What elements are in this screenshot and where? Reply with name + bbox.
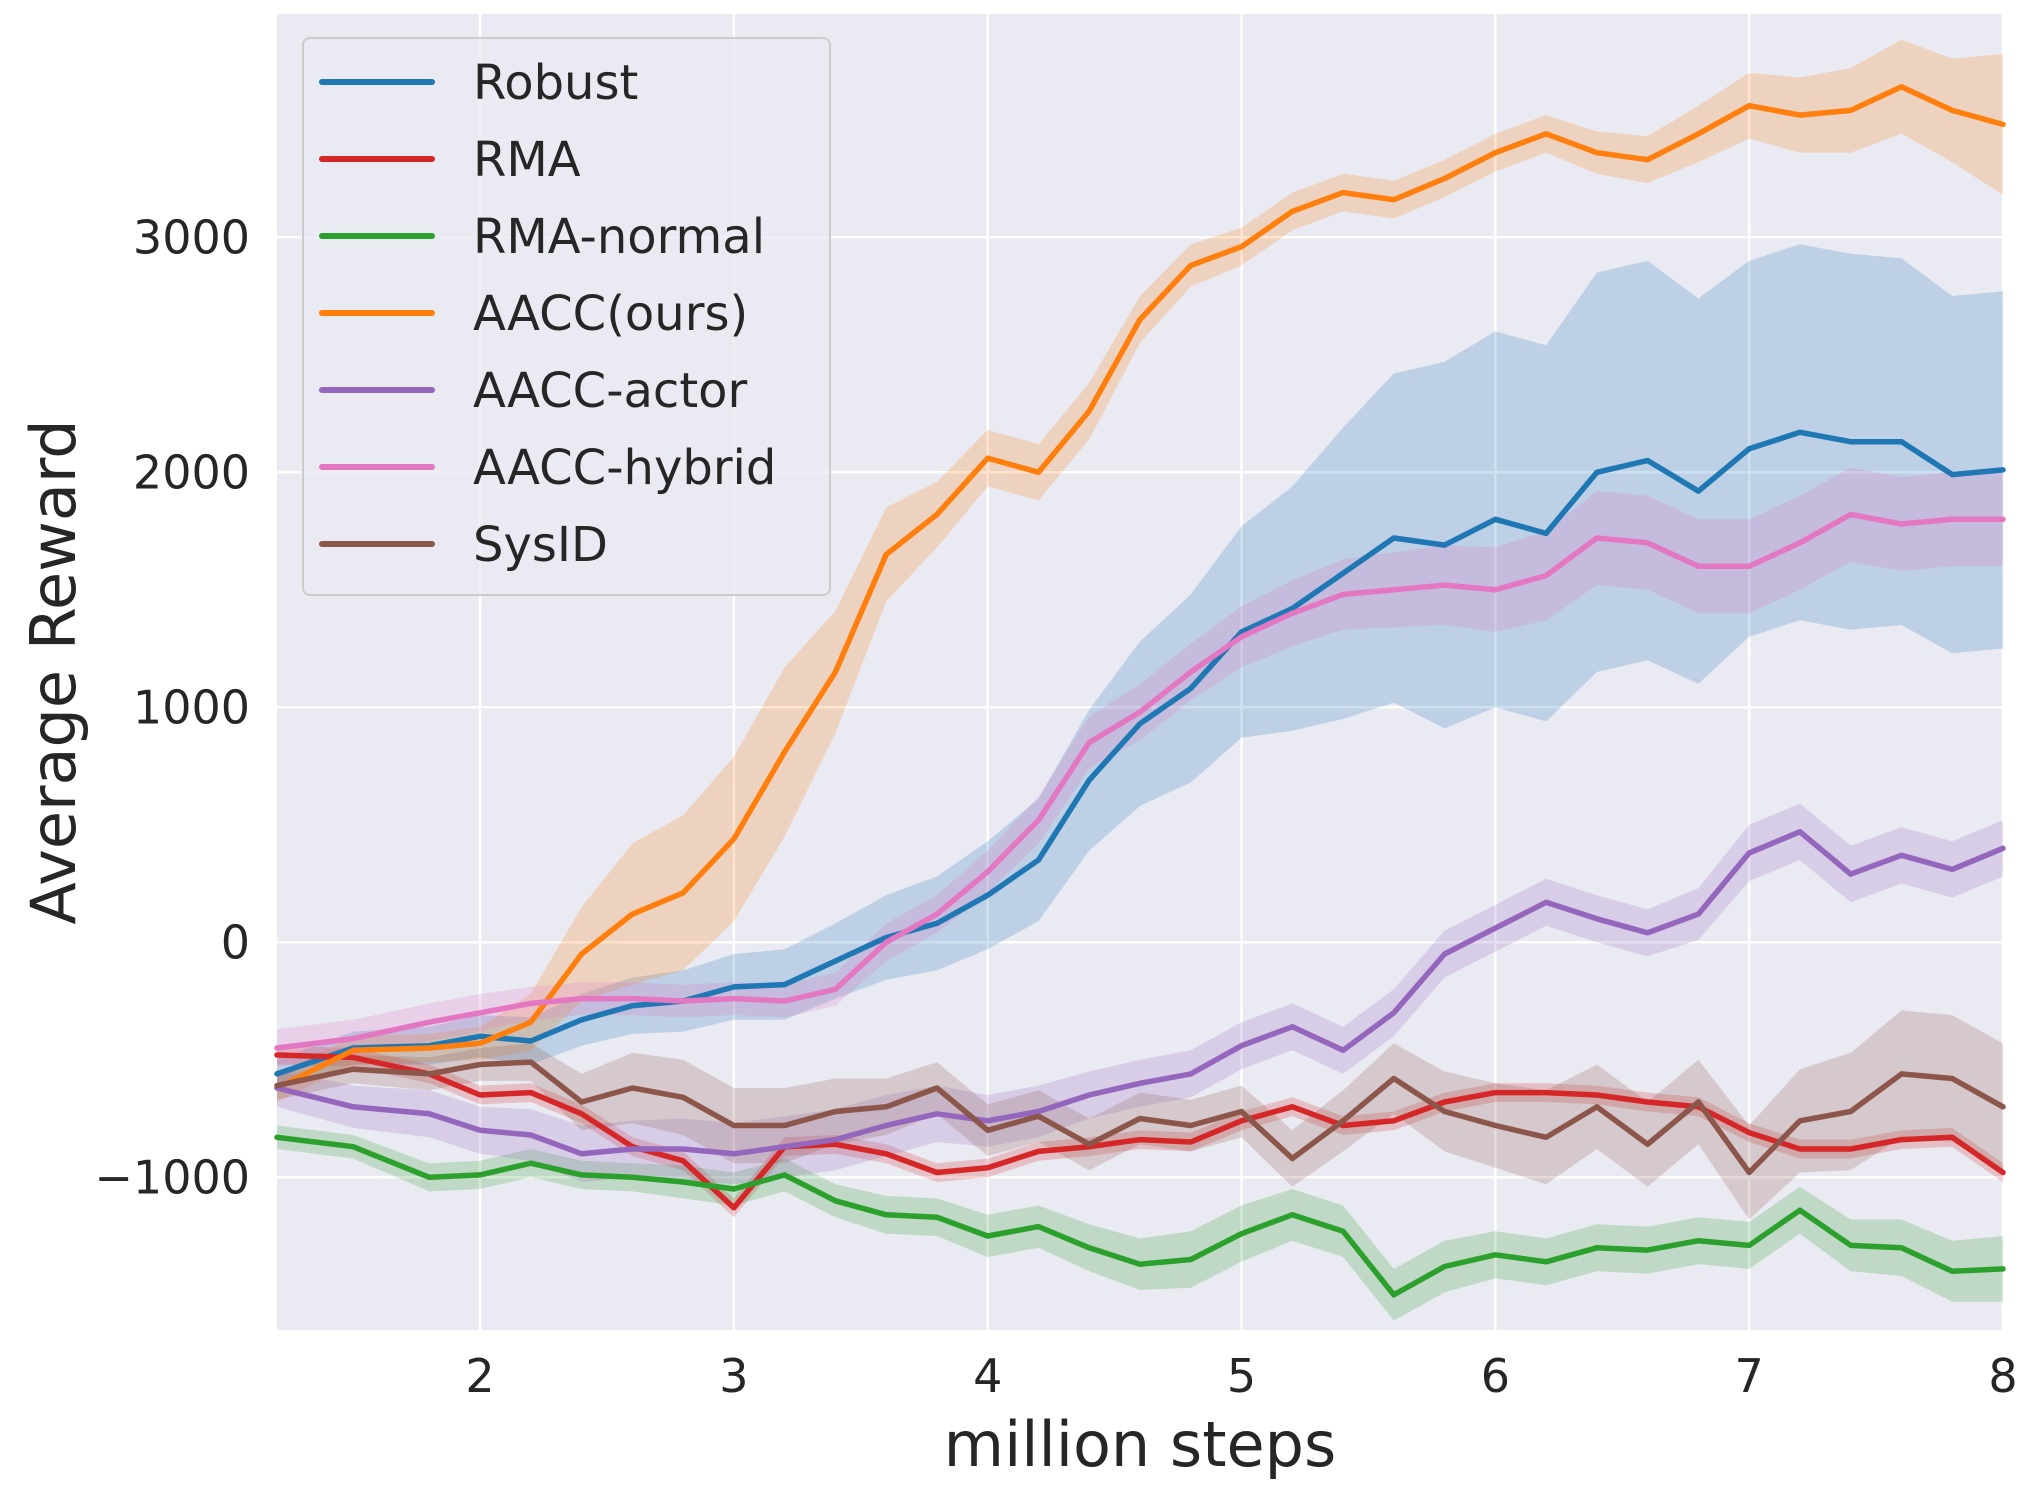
series-line-robust	[274, 429, 2006, 1077]
legend-label: AACC-actor	[473, 363, 748, 419]
series-line-rma-normal	[274, 1134, 2006, 1298]
band-aacc-actor	[277, 803, 2003, 1185]
legend-label: SysID	[473, 517, 608, 573]
legend-label: RMA-normal	[473, 209, 765, 265]
legend-label: RMA	[473, 132, 581, 188]
series-line-sysid	[274, 1059, 2006, 1176]
band-aacc-ours	[277, 39, 2003, 1102]
legend-frame	[302, 37, 831, 596]
x-tick-label: 7	[1735, 1349, 1764, 1403]
y-tick-label: 1000	[133, 680, 250, 734]
x-tick-label: 8	[1988, 1349, 2017, 1403]
legend-label: Robust	[473, 55, 638, 111]
x-tick-label: 6	[1481, 1349, 1510, 1403]
y-tick-label: 2000	[133, 445, 250, 499]
y-tick-label: −1000	[94, 1150, 250, 1204]
series-line-aacc-actor	[274, 829, 2006, 1157]
grid-lines	[277, 14, 2005, 1330]
legend-label: AACC(ours)	[473, 286, 748, 342]
legend-label: AACC-hybrid	[473, 440, 776, 496]
y-tick-label: 3000	[133, 210, 250, 264]
y-axis-title: Average Reward	[17, 419, 90, 924]
band-rma	[277, 1045, 2003, 1218]
series-line-rma	[274, 1052, 2006, 1211]
x-tick-label: 2	[465, 1349, 494, 1403]
x-tick-label: 4	[973, 1349, 1002, 1403]
axis-tick-labels: 2 3 4 5 6 7 8 −1000 0 1000 2000 3000	[94, 210, 2017, 1403]
series-line-aacc-ours	[274, 84, 2006, 1091]
legend: Robust RMA RMA-normal AACC(ours) AACC-actor A…	[302, 37, 831, 596]
series-lines	[274, 84, 2006, 1298]
band-sysid	[277, 1010, 2003, 1220]
x-tick-label: 3	[719, 1349, 748, 1403]
x-tick-label: 5	[1227, 1349, 1256, 1403]
band-rma-normal	[277, 1125, 2003, 1321]
band-robust	[277, 244, 2003, 1089]
y-tick-label: 0	[221, 915, 250, 969]
series-line-aacc-hybrid	[274, 511, 2006, 1051]
x-axis-title: million steps	[944, 1408, 1337, 1481]
